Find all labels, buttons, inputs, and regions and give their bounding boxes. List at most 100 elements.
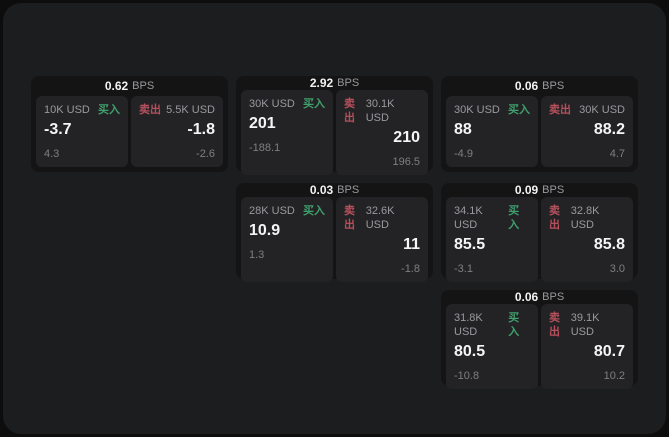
- quote-panels: 30K USD 买入 88 -4.9 卖出 30K USD 88.2 4.7: [441, 96, 638, 172]
- sell-panel-top: 卖出 30K USD: [549, 103, 625, 117]
- sell-panel[interactable]: 卖出 32.6K USD 11 -1.8: [336, 197, 428, 282]
- bps-unit-label: BPS: [542, 291, 565, 303]
- bps-card-5[interactable]: 0.09 BPS 34.1K USD 买入 85.5 -3.1 卖出 32.8K…: [441, 183, 638, 282]
- sell-amount-label: 32.6K USD: [365, 205, 395, 231]
- buy-sub-value: -188.1: [249, 142, 281, 154]
- buy-panel[interactable]: 30K USD 买入 201 -188.1: [241, 90, 333, 175]
- buy-amount-label: 30K USD: [249, 98, 295, 110]
- buy-panel-top: 30K USD 买入: [454, 103, 530, 117]
- buy-tag: 买入: [508, 312, 520, 338]
- bps-unit-label: BPS: [132, 80, 155, 92]
- buy-tag: 买入: [303, 205, 325, 217]
- sell-tag: 卖出: [549, 205, 560, 231]
- bps-value: 0.62: [104, 79, 129, 93]
- bps-card-header: 2.92 BPS: [236, 76, 433, 90]
- bps-card-header: 0.09 BPS: [441, 183, 638, 197]
- buy-panel[interactable]: 10K USD 买入 -3.7 4.3: [36, 96, 128, 167]
- bps-unit-label: BPS: [337, 77, 360, 89]
- sell-tag: 卖出: [549, 312, 560, 338]
- bps-cards-grid: 0.62 BPS 10K USD 买入 -3.7 4.3 卖出 5.5K USD: [31, 76, 638, 389]
- bps-value: 0.09: [514, 183, 539, 197]
- buy-tag: 买入: [508, 205, 520, 231]
- sell-panel-top: 卖出 32.8K USD: [549, 204, 625, 232]
- sell-tag: 卖出: [139, 104, 161, 116]
- quote-panels: 31.8K USD 买入 80.5 -10.8 卖出 39.1K USD 80.…: [441, 304, 638, 394]
- buy-value: 85.5: [454, 236, 486, 253]
- sell-value: 80.7: [593, 343, 625, 360]
- buy-value: 80.5: [454, 343, 486, 360]
- sell-sub-value: 3.0: [609, 263, 625, 275]
- sell-panel[interactable]: 卖出 39.1K USD 80.7 10.2: [541, 304, 633, 389]
- sell-amount-label: 32.8K USD: [570, 205, 600, 231]
- bps-value: 0.06: [514, 79, 539, 93]
- quote-panels: 30K USD 买入 201 -188.1 卖出 30.1K USD 210 1…: [236, 90, 433, 180]
- sell-sub-value: 4.7: [609, 148, 625, 160]
- buy-panel-top: 31.8K USD 买入: [454, 311, 530, 339]
- buy-value: 88: [454, 121, 472, 138]
- sell-sub-value: 196.5: [392, 156, 420, 168]
- buy-panel[interactable]: 31.8K USD 买入 80.5 -10.8: [446, 304, 538, 389]
- buy-sub-value: 4.3: [44, 148, 60, 160]
- buy-panel-top: 30K USD 买入: [249, 97, 325, 111]
- bps-card-1[interactable]: 0.62 BPS 10K USD 买入 -3.7 4.3 卖出 5.5K USD: [31, 76, 228, 172]
- quote-panels: 28K USD 买入 10.9 1.3 卖出 32.6K USD 11 -1.8: [236, 197, 433, 287]
- sell-panel[interactable]: 卖出 30K USD 88.2 4.7: [541, 96, 633, 167]
- sell-value: 11: [403, 236, 420, 253]
- sell-panel[interactable]: 卖出 5.5K USD -1.8 -2.6: [131, 96, 223, 167]
- buy-amount-label: 34.1K USD: [454, 205, 483, 231]
- bps-value: 0.03: [309, 183, 334, 197]
- sell-panel[interactable]: 卖出 32.8K USD 85.8 3.0: [541, 197, 633, 282]
- sell-tag: 卖出: [344, 98, 355, 124]
- bps-card-6[interactable]: 0.06 BPS 31.8K USD 买入 80.5 -10.8 卖出 39.1…: [441, 290, 638, 389]
- sell-amount-label: 5.5K USD: [166, 104, 215, 116]
- buy-amount-label: 10K USD: [44, 104, 90, 116]
- app-window: 0.62 BPS 10K USD 买入 -3.7 4.3 卖出 5.5K USD: [3, 3, 666, 434]
- sell-panel-top: 卖出 30.1K USD: [344, 97, 420, 125]
- buy-panel-top: 28K USD 买入: [249, 204, 325, 218]
- buy-tag: 买入: [98, 104, 120, 116]
- sell-value: 88.2: [593, 121, 625, 138]
- bps-card-3[interactable]: 0.06 BPS 30K USD 买入 88 -4.9 卖出 30K USD: [441, 76, 638, 172]
- sell-amount-label: 30.1K USD: [365, 98, 395, 124]
- sell-tag: 卖出: [344, 205, 355, 231]
- bps-card-header: 0.62 BPS: [31, 76, 228, 96]
- sell-panel-top: 卖出 39.1K USD: [549, 311, 625, 339]
- buy-amount-label: 28K USD: [249, 205, 295, 217]
- buy-amount-label: 30K USD: [454, 104, 500, 116]
- sell-sub-value: 10.2: [603, 370, 625, 382]
- sell-value: 85.8: [593, 236, 625, 253]
- bps-unit-label: BPS: [542, 184, 565, 196]
- bps-unit-label: BPS: [542, 80, 565, 92]
- sell-sub-value: -1.8: [401, 263, 420, 275]
- buy-panel[interactable]: 28K USD 买入 10.9 1.3: [241, 197, 333, 282]
- buy-panel[interactable]: 30K USD 买入 88 -4.9: [446, 96, 538, 167]
- bps-card-2[interactable]: 2.92 BPS 30K USD 买入 201 -188.1 卖出 30.1K …: [236, 76, 433, 175]
- sell-amount-label: 30K USD: [579, 104, 625, 116]
- buy-value: 10.9: [249, 222, 281, 239]
- sell-sub-value: -2.6: [196, 148, 215, 160]
- sell-value: -1.8: [187, 121, 215, 138]
- bps-card-header: 0.06 BPS: [441, 76, 638, 96]
- quote-panels: 34.1K USD 买入 85.5 -3.1 卖出 32.8K USD 85.8…: [441, 197, 638, 287]
- buy-sub-value: 1.3: [249, 249, 265, 261]
- buy-value: 201: [249, 115, 276, 132]
- sell-panel[interactable]: 卖出 30.1K USD 210 196.5: [336, 90, 428, 175]
- bps-card-header: 0.03 BPS: [236, 183, 433, 197]
- buy-panel-top: 10K USD 买入: [44, 103, 120, 117]
- sell-panel-top: 卖出 5.5K USD: [139, 103, 215, 117]
- buy-panel[interactable]: 34.1K USD 买入 85.5 -3.1: [446, 197, 538, 282]
- buy-sub-value: -4.9: [454, 148, 473, 160]
- buy-amount-label: 31.8K USD: [454, 312, 483, 338]
- bps-card-4[interactable]: 0.03 BPS 28K USD 买入 10.9 1.3 卖出 32.6K US…: [236, 183, 433, 282]
- quote-panels: 10K USD 买入 -3.7 4.3 卖出 5.5K USD -1.8 -2.…: [31, 96, 228, 172]
- buy-tag: 买入: [303, 98, 325, 110]
- bps-value: 2.92: [309, 76, 334, 90]
- buy-panel-top: 34.1K USD 买入: [454, 204, 530, 232]
- sell-panel-top: 卖出 32.6K USD: [344, 204, 420, 232]
- bps-unit-label: BPS: [337, 184, 360, 196]
- buy-value: -3.7: [44, 121, 72, 138]
- buy-sub-value: -3.1: [454, 263, 473, 275]
- bps-value: 0.06: [514, 290, 539, 304]
- sell-value: 210: [393, 129, 420, 146]
- buy-tag: 买入: [508, 104, 530, 116]
